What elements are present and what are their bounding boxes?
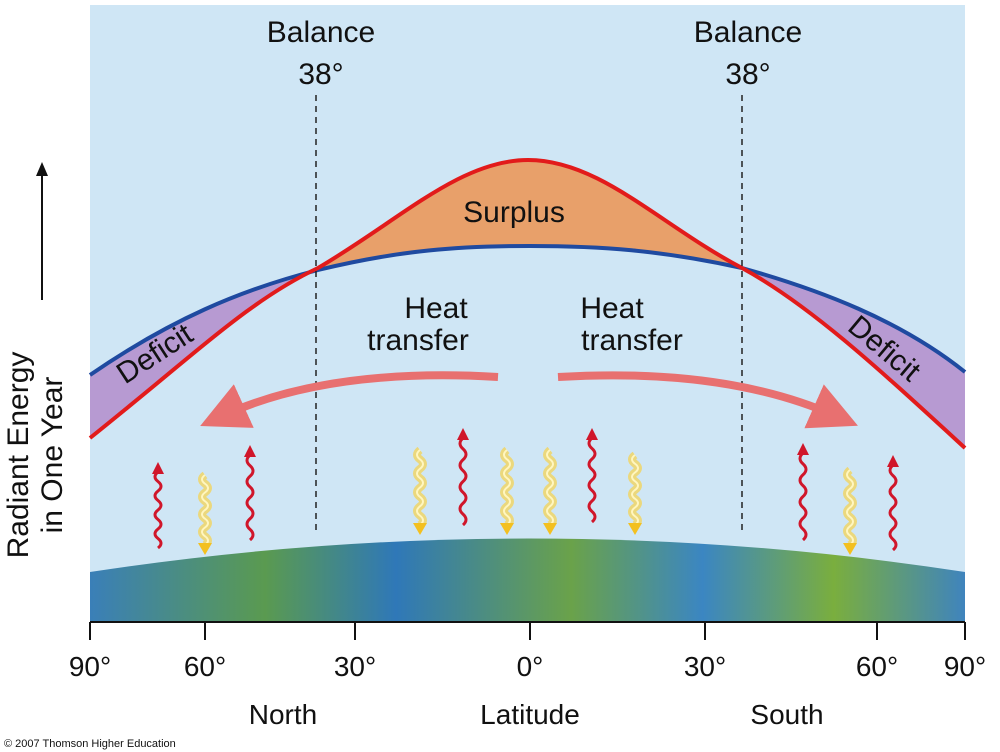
deficit-area: [90, 270, 318, 438]
copyright: © 2007 Thomson Higher Education: [4, 738, 176, 750]
ray-head: [500, 523, 514, 535]
x-label: Latitude: [480, 699, 580, 730]
incoming-curve: [88, 157, 967, 450]
ray-head: [152, 462, 164, 474]
ray-head: [887, 455, 899, 467]
outgoing-ray: [153, 470, 163, 550]
heat-transfer-label: Heat: [404, 292, 468, 325]
ray-head: [457, 428, 469, 440]
ray-head: [413, 523, 427, 535]
earth: [90, 538, 965, 622]
x-tick-label: 60°: [184, 651, 226, 682]
heat-transfer-label: transfer: [367, 324, 469, 357]
x-tick-label: 90°: [69, 651, 111, 682]
surplus-area: [318, 160, 742, 270]
balance-latitude: 38°: [725, 58, 770, 91]
heat-arrow: [200, 371, 499, 428]
balance-label: Balance: [694, 16, 802, 49]
outgoing-ray: [587, 436, 597, 524]
ray-head: [543, 523, 557, 535]
balance-latitude: 38°: [298, 58, 343, 91]
x-tick-label: 0°: [517, 651, 544, 682]
incoming-ray: [546, 449, 554, 526]
outgoing-ray: [458, 436, 468, 527]
ray-head: [586, 428, 598, 440]
y-label: in One Year: [36, 377, 69, 534]
incoming-ray: [503, 449, 511, 526]
x-tick-label: 90°: [944, 651, 986, 682]
heat-arrow: [557, 371, 858, 429]
ray-head: [628, 523, 642, 535]
outgoing-ray: [798, 451, 808, 542]
x-tick-label: 30°: [684, 651, 726, 682]
x-tick-label: 30°: [334, 651, 376, 682]
y-label: Radiant Energy: [2, 352, 35, 559]
balance-label: Balance: [267, 16, 375, 49]
heat-transfer-label: transfer: [581, 324, 683, 357]
x-label: South: [750, 699, 823, 730]
incoming-ray: [846, 469, 854, 546]
deficit-area: [742, 268, 965, 448]
x-label: North: [249, 699, 317, 730]
ray-head: [843, 543, 857, 555]
surplus-label: Surplus: [463, 196, 565, 229]
ray-head: [244, 445, 256, 457]
outgoing-ray: [245, 453, 255, 542]
incoming-ray: [201, 474, 209, 546]
incoming-ray: [416, 449, 424, 526]
ray-head: [797, 443, 809, 455]
heat-transfer-label: Heat: [580, 292, 644, 325]
outgoing-curve: [88, 243, 967, 377]
outgoing-ray: [888, 463, 898, 552]
x-tick-label: 60°: [856, 651, 898, 682]
ray-head: [198, 543, 212, 555]
y-arrow-head: [36, 162, 48, 176]
incoming-ray: [631, 454, 639, 526]
